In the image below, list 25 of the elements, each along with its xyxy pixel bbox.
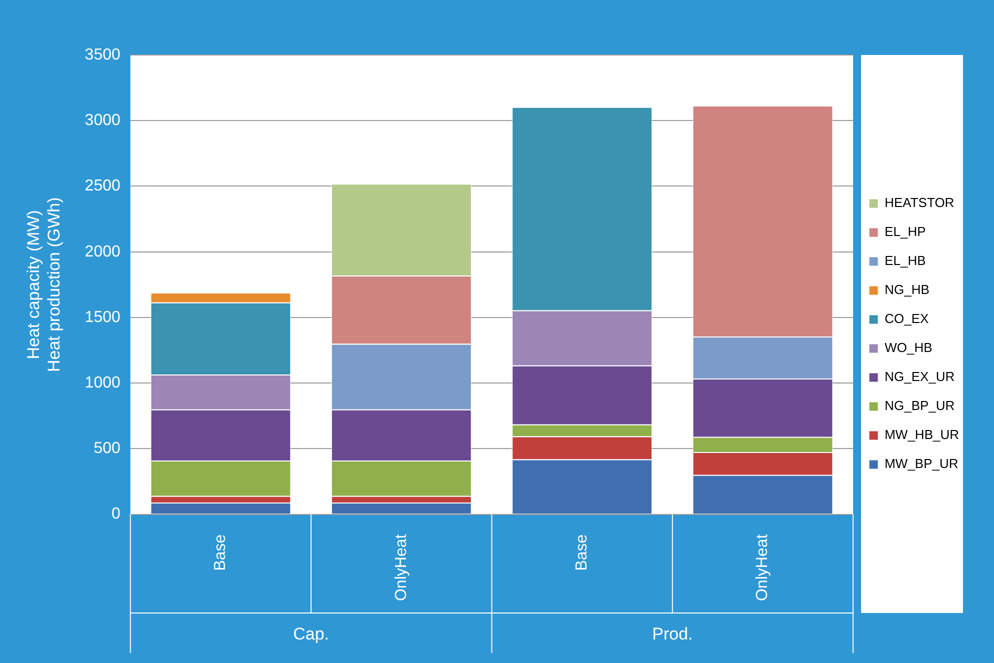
- legend-label: NG_BP_UR: [884, 398, 955, 414]
- x-tick-label: Base: [573, 534, 590, 571]
- text: Prod.: [652, 624, 693, 644]
- legend-label: MW_HB_UR: [884, 427, 960, 442]
- legend-label: EL_HB: [884, 253, 926, 268]
- x-tick-label: OnlyHeat: [392, 534, 410, 602]
- y-tick-label: 3500: [84, 46, 120, 64]
- legend-label: HEATSTOR: [884, 195, 954, 210]
- x-tick-label: OnlyHeat: [754, 534, 772, 602]
- legend-label: NG_EX_UR: [884, 369, 955, 384]
- legend-label: EL_HP: [884, 224, 926, 240]
- y-tick-label: 3000: [84, 112, 120, 130]
- y-tick-label: 1000: [84, 374, 120, 392]
- legend-label: CO_EX: [884, 311, 930, 326]
- x-tick-label: Base: [212, 534, 230, 571]
- legend-label: NG_HB: [884, 282, 930, 298]
- y-tick-label: 0: [111, 506, 120, 523]
- legend-label: MW_BP_UR: [884, 456, 958, 472]
- y-tick-label: 2000: [84, 243, 120, 260]
- y-tick-label: 2500: [84, 178, 120, 195]
- y-tick-label: 1500: [84, 308, 120, 326]
- text: Cap.: [293, 624, 330, 644]
- y-axis-title: Heat capacity (MW) Heat production (GWh): [24, 197, 64, 372]
- y-tick-label: 500: [94, 440, 120, 458]
- legend-label: WO_HB: [884, 340, 932, 356]
